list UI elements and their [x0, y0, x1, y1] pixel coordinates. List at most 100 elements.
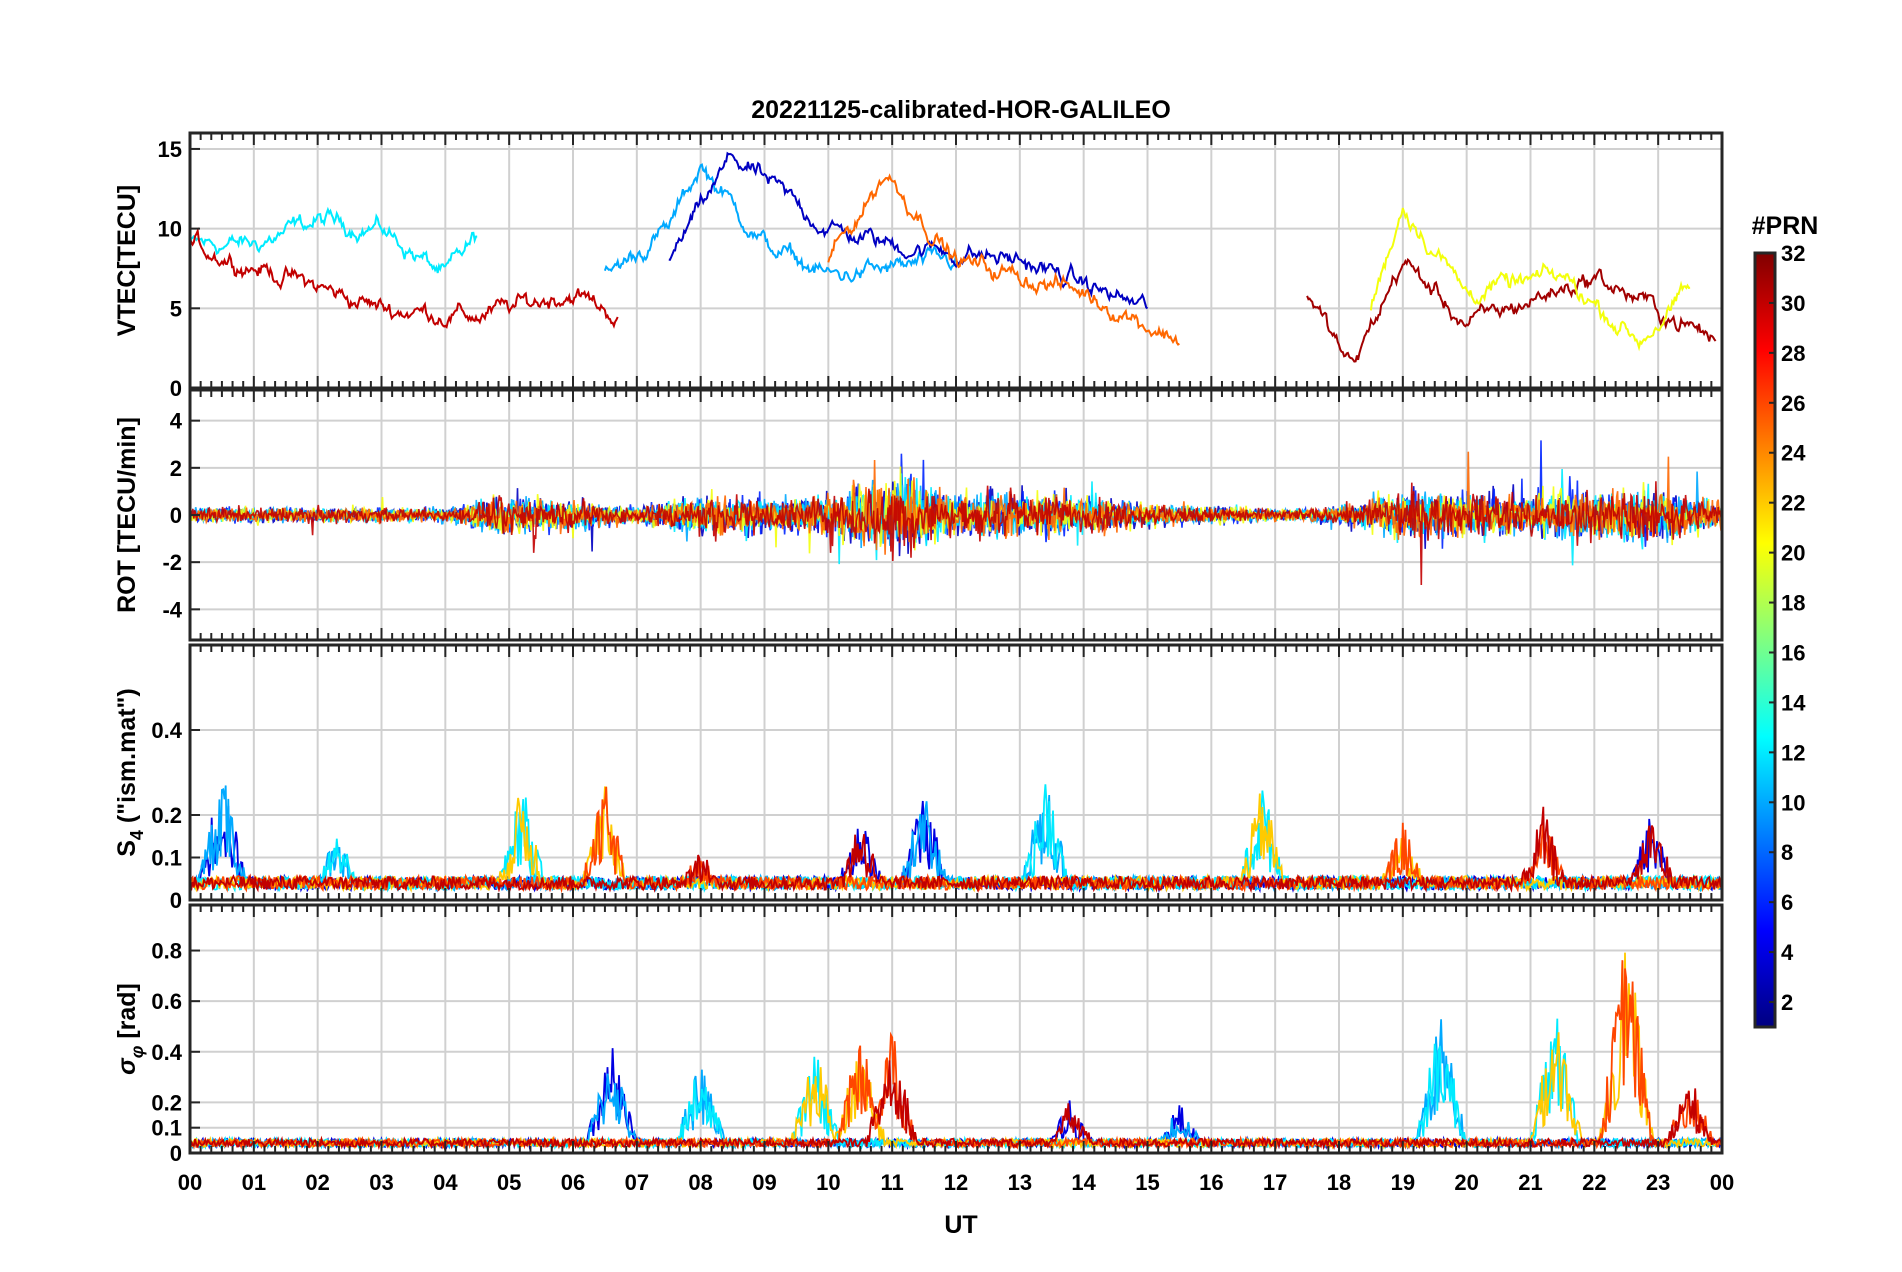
y-axis-label-tail: [rad] [113, 983, 141, 1046]
y-axis-label: ROT [TECU/min] [113, 417, 141, 613]
y-tick-label: 2 [170, 456, 182, 481]
y-tick-label: 4 [170, 409, 183, 434]
series-line-prn-25 [190, 451, 1722, 555]
x-tick-label: 17 [1263, 1170, 1287, 1195]
series-group [190, 151, 1717, 363]
x-tick-label: 16 [1199, 1170, 1223, 1195]
y-tick-label: 0.4 [151, 1040, 182, 1065]
x-tick-label: 07 [625, 1170, 649, 1195]
panel-s4: 00.10.20.4S4 ("ism.mat") [113, 643, 1724, 913]
colorbar-tick-label: 4 [1781, 940, 1794, 965]
colorbar-tick-label: 22 [1781, 491, 1805, 516]
series-group [190, 440, 1722, 586]
y-tick-label: 0 [170, 1141, 182, 1166]
x-tick-label: 22 [1582, 1170, 1606, 1195]
x-tick-label: 12 [944, 1170, 968, 1195]
x-tick-label: 00 [1710, 1170, 1734, 1195]
series-line-prn-30 [190, 481, 1722, 586]
colorbar-tick-label: 18 [1781, 591, 1805, 616]
colorbar-tick-label: 8 [1781, 840, 1793, 865]
x-tick-label: 11 [881, 1170, 904, 1195]
x-tick-label: 03 [369, 1170, 393, 1195]
colorbar-gradient [1753, 251, 1777, 1029]
y-tick-label: 0 [170, 888, 182, 913]
colorbar-tick-label: 14 [1781, 690, 1806, 715]
panel-vtec: 0 5 10 15 VTEC[TECU] [113, 131, 1724, 401]
series-line-prn-31 [1306, 257, 1717, 363]
x-axis-label: UT [944, 1211, 977, 1239]
colorbar-tick-label: 12 [1781, 740, 1805, 765]
x-axis: 00 01 02 03 04 05 06 07 08 09 10 11 12 13 14 15 16 17 18 19… [178, 1170, 1734, 1195]
grid [190, 905, 1722, 1153]
colorbar-tick-label: 20 [1781, 541, 1805, 566]
y-tick-label: 0.8 [151, 939, 182, 964]
x-tick-label: 02 [305, 1170, 329, 1195]
colorbar-tick-label: 2 [1781, 990, 1793, 1015]
colorbar-tick-label: 6 [1781, 890, 1793, 915]
y-tick-label: 10 [158, 217, 182, 242]
y-axis-label: σφ [rad] [113, 983, 147, 1075]
y-tick-label: -2 [162, 550, 182, 575]
colorbar-tick-label: 32 [1781, 241, 1805, 266]
colorbar-tick-label: 24 [1781, 441, 1806, 466]
x-tick-label: 21 [1518, 1170, 1542, 1195]
colorbar-tick-label: 16 [1781, 640, 1805, 665]
y-tick-label: 0.6 [151, 989, 182, 1014]
colorbar-tick-label: 26 [1781, 391, 1805, 416]
x-ticks [189, 133, 1723, 388]
x-tick-label: 19 [1391, 1170, 1415, 1195]
y-tick-label: 0.2 [151, 1090, 182, 1115]
x-tick-label: 10 [816, 1170, 840, 1195]
x-ticks [189, 390, 1723, 640]
x-tick-label: 23 [1646, 1170, 1670, 1195]
x-tick-label: 13 [1008, 1170, 1032, 1195]
series-line-prn-3 [668, 151, 1149, 310]
y-tick-label: 0.1 [151, 846, 182, 871]
y-axis-label-sub: φ [127, 1045, 147, 1058]
x-tick-label: 20 [1454, 1170, 1478, 1195]
panel-rot: -4 -2 0 2 4 ROT [TECU/min] [113, 388, 1724, 642]
colorbar-tick-label: 28 [1781, 341, 1805, 366]
colorbar-tick-label: 10 [1781, 790, 1805, 815]
y-tick-label: 0.4 [151, 718, 182, 743]
y-tick-label: 0 [170, 376, 182, 401]
y-axis-label: S4 ("ism.mat") [113, 688, 147, 857]
x-tick-label: 08 [688, 1170, 712, 1195]
y-axis-label: VTEC[TECU] [113, 185, 141, 336]
x-tick-label: 04 [433, 1170, 458, 1195]
chart-title: 20221125-calibrated-HOR-GALILEO [751, 96, 1171, 124]
series-line-prn-30 [190, 227, 619, 329]
x-tick-label: 18 [1327, 1170, 1351, 1195]
x-tick-label: 01 [242, 1170, 266, 1195]
x-tick-label: 09 [752, 1170, 776, 1195]
y-tick-label: -4 [162, 597, 182, 622]
x-tick-label: 06 [561, 1170, 585, 1195]
grid [190, 645, 1722, 900]
y-tick-label: 0.1 [151, 1116, 182, 1141]
y-tick-label: 0.2 [151, 803, 182, 828]
colorbar-title: #PRN [1752, 212, 1819, 240]
y-tick-label: 0 [170, 503, 182, 528]
series-line-prn-12 [190, 206, 478, 274]
y-axis-label-sub: 4 [127, 830, 147, 840]
y-tick-label: 15 [158, 137, 182, 162]
x-ticks [189, 905, 1723, 1153]
y-axis-label-main: σ [113, 1057, 141, 1075]
series-line-prn-30 [190, 806, 1722, 894]
colorbar-tick-label: 30 [1781, 291, 1805, 316]
y-axis-label-main: S [113, 840, 141, 857]
y-tick-label: 5 [170, 296, 182, 321]
x-tick-label: 05 [497, 1170, 521, 1195]
x-tick-label: 00 [178, 1170, 202, 1195]
y-axis-label-tail: ("ism.mat") [113, 688, 141, 830]
series-line-prn-10 [603, 163, 957, 283]
series-line-prn-20 [1369, 207, 1691, 352]
x-tick-label: 14 [1071, 1170, 1096, 1195]
x-ticks [189, 645, 1723, 900]
series-line-prn-25 [827, 173, 1180, 346]
x-tick-label: 15 [1135, 1170, 1159, 1195]
panel-sigma_phi: 00.10.20.40.60.8σφ [rad] [113, 903, 1724, 1166]
